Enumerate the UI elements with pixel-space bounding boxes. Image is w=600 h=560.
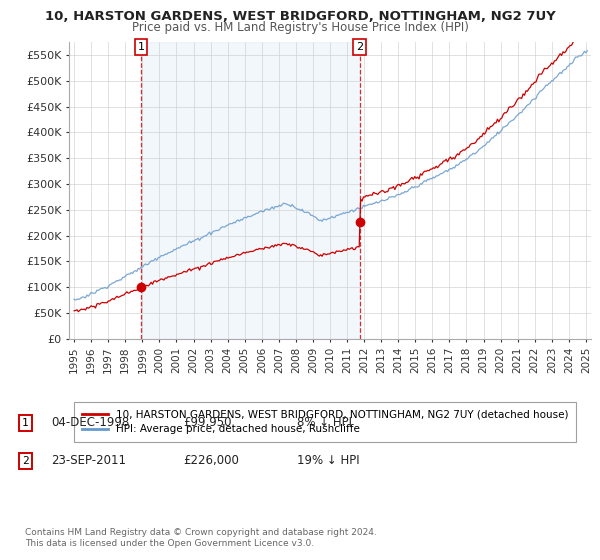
Bar: [141, 42, 359, 339]
Text: 10, HARSTON GARDENS, WEST BRIDGFORD, NOTTINGHAM, NG2 7UY: 10, HARSTON GARDENS, WEST BRIDGFORD, NOT…: [44, 10, 556, 23]
Text: Contains HM Land Registry data © Crown copyright and database right 2024.
This d: Contains HM Land Registry data © Crown c…: [25, 528, 377, 548]
Text: 23-SEP-2011: 23-SEP-2011: [51, 454, 126, 468]
Text: 19% ↓ HPI: 19% ↓ HPI: [297, 454, 359, 468]
Text: £226,000: £226,000: [183, 454, 239, 468]
Text: 04-DEC-1998: 04-DEC-1998: [51, 416, 129, 430]
Text: Price paid vs. HM Land Registry's House Price Index (HPI): Price paid vs. HM Land Registry's House …: [131, 21, 469, 34]
Text: £99,950: £99,950: [183, 416, 232, 430]
Text: 1: 1: [22, 418, 29, 428]
Text: 2: 2: [356, 42, 363, 52]
Legend: 10, HARSTON GARDENS, WEST BRIDGFORD, NOTTINGHAM, NG2 7UY (detached house), HPI: : 10, HARSTON GARDENS, WEST BRIDGFORD, NOT…: [74, 402, 575, 442]
Text: 8% ↓ HPI: 8% ↓ HPI: [297, 416, 352, 430]
Text: 2: 2: [22, 456, 29, 466]
Text: 1: 1: [137, 42, 145, 52]
